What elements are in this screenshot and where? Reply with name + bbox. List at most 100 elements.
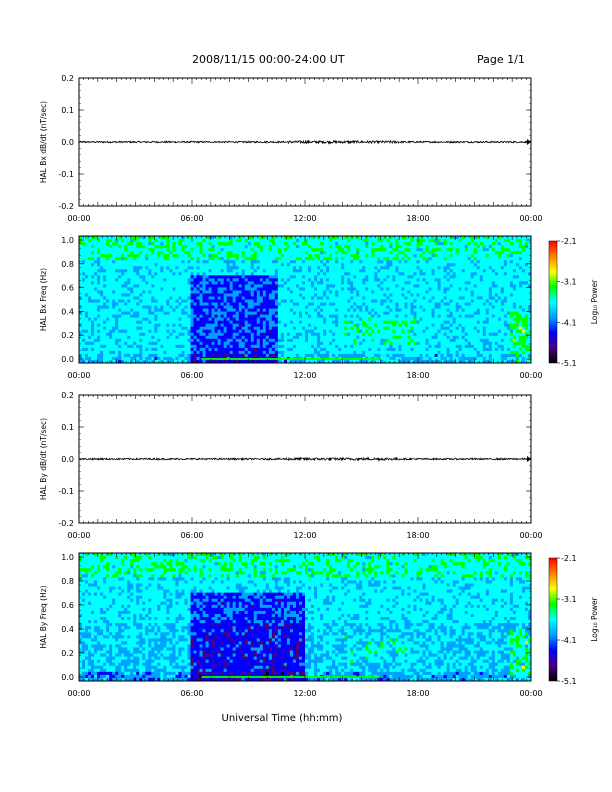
spectrogram-cell	[121, 347, 125, 352]
spectrogram-cell	[220, 317, 225, 322]
spectrogram-cell	[380, 236, 384, 240]
spectrogram-cell	[338, 296, 342, 300]
spectrogram-cell	[220, 308, 225, 312]
spectrogram-cell	[326, 266, 330, 270]
spectrogram-cell	[341, 239, 345, 243]
spectrogram-cell	[118, 281, 122, 285]
spectrogram-cell	[317, 236, 321, 240]
spectrogram-cell	[380, 254, 384, 258]
spectrogram-cell	[398, 275, 402, 279]
spectrogram-cell	[298, 293, 303, 297]
spectrogram-cell	[311, 245, 315, 249]
spectrogram-cell	[283, 338, 288, 343]
spectrogram-cell	[341, 251, 345, 255]
spectrogram-cell	[199, 266, 203, 270]
spectrogram-cell	[127, 248, 131, 252]
spectrogram-cell	[199, 251, 203, 255]
spectrogram-cell	[220, 236, 225, 240]
spectrogram-cell	[232, 326, 237, 331]
spectrogram-cell	[389, 260, 393, 264]
spectrogram-cell	[163, 278, 167, 282]
spectrogram-cell	[226, 338, 231, 343]
spectrogram-cell	[121, 272, 125, 276]
spectrogram-cell	[214, 263, 219, 267]
spectrogram-cell	[365, 293, 369, 297]
spectrogram-cell	[326, 254, 330, 258]
spectrogram-cell	[223, 278, 228, 282]
spectrogram-cell	[136, 284, 140, 288]
spectrogram-cell	[265, 248, 270, 252]
spectrogram-cell	[139, 257, 143, 261]
spectrogram-cell	[317, 257, 321, 261]
spectrogram-cell	[175, 254, 179, 258]
spectrogram-cell	[374, 314, 378, 319]
spectrogram-cell	[383, 275, 387, 279]
spectrogram-cell	[151, 272, 155, 276]
spectrogram-cell	[109, 266, 113, 270]
spectrogram-cell	[401, 296, 405, 300]
spectrogram-cell	[311, 317, 315, 322]
spectrogram-cell	[208, 290, 212, 294]
spectrogram-cell	[88, 329, 92, 334]
spectrogram-cell	[253, 251, 258, 255]
spectrogram-cell	[392, 275, 396, 279]
spectrogram-cell	[274, 245, 279, 249]
spectrogram-cell	[265, 320, 270, 325]
spectrogram-cell	[247, 341, 252, 346]
spectrogram-cell	[151, 257, 155, 261]
spectrogram-cell	[250, 332, 255, 337]
spectrogram-cell	[374, 299, 378, 303]
spectrogram-cell	[317, 347, 321, 352]
spectrogram-cell	[187, 308, 191, 312]
spectrogram-cell	[344, 272, 348, 276]
spectrogram-cell	[217, 296, 222, 300]
spectrogram-cell	[250, 257, 255, 261]
spectrogram-cell	[362, 266, 366, 270]
spectrogram-cell	[265, 311, 270, 316]
spectrogram-cell	[359, 353, 363, 358]
spectrogram-cell	[244, 332, 249, 337]
spectrogram-cell	[374, 359, 378, 364]
spectrogram-cell	[172, 326, 176, 331]
spectrogram-cell	[398, 296, 402, 300]
spectrogram-cell	[280, 320, 285, 325]
spectrogram-cell	[407, 344, 411, 349]
spectrogram-cell	[142, 287, 146, 291]
spectrogram-cell	[166, 290, 170, 294]
spectrogram-cell	[235, 287, 240, 291]
spectrogram-cell	[380, 338, 384, 343]
spectrogram-cell	[280, 359, 285, 364]
spectrogram-cell	[298, 332, 303, 337]
spectrogram-cell	[320, 254, 324, 258]
spectrogram-cell	[79, 347, 83, 352]
spectrogram-cell	[232, 269, 237, 273]
spectrogram-cell	[362, 296, 366, 300]
spectrogram-cell	[187, 359, 191, 364]
spectrogram-cell	[320, 344, 324, 349]
spectrogram-cell	[329, 290, 333, 294]
spectrogram-cell	[283, 308, 288, 312]
spectrogram-cell	[166, 341, 170, 346]
spectrogram-cell	[169, 266, 173, 270]
spectrogram-cell	[196, 281, 200, 285]
spectrogram-cell	[202, 281, 206, 285]
spectrogram-cell	[371, 311, 375, 316]
spectrogram-cell	[202, 335, 206, 340]
spectrogram-cell	[154, 272, 158, 276]
spectrogram-cell	[88, 260, 92, 264]
spectrogram-cell	[250, 263, 255, 267]
spectrogram-cell	[359, 341, 363, 346]
spectrogram-cell	[196, 350, 200, 355]
spectrogram-cell	[317, 278, 321, 282]
spectrogram-cell	[229, 359, 234, 364]
spectrogram-cell	[341, 338, 345, 343]
spectrogram-cell	[314, 284, 318, 288]
spectrogram-cell	[142, 245, 146, 249]
spectrogram-cell	[329, 293, 333, 297]
spectrogram-cell	[112, 296, 116, 300]
spectrogram-cell	[383, 239, 387, 243]
spectrogram-cell	[106, 269, 110, 273]
spectrogram-cell	[247, 302, 252, 306]
spectrogram-cell	[220, 245, 225, 249]
spectrogram-cell	[157, 260, 161, 264]
